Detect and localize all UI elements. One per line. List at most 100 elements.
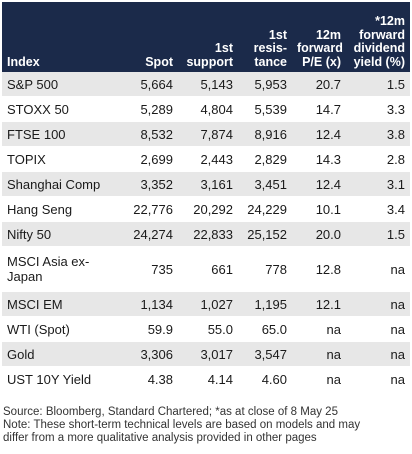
cell-spot: 5,664 bbox=[126, 72, 178, 97]
cell-index: Gold bbox=[2, 341, 126, 367]
cell-spot: 735 bbox=[126, 246, 178, 292]
cell-forward-pe: 12.4 bbox=[292, 121, 346, 147]
cell-first-support: 7,874 bbox=[178, 121, 238, 147]
cell-index: Shanghai Comp bbox=[2, 171, 126, 197]
cell-dividend-yield: 3.8 bbox=[346, 121, 410, 147]
cell-index: UST 10Y Yield bbox=[2, 366, 126, 392]
cell-spot: 3,306 bbox=[126, 341, 178, 367]
table-row: MSCI EM 1,134 1,027 1,195 12.1 na bbox=[2, 291, 410, 317]
header-row: Index Spot 1st support 1st resis- tance 12m … bbox=[2, 2, 410, 72]
cell-first-resistance: 778 bbox=[238, 246, 292, 292]
cell-dividend-yield: 2.8 bbox=[346, 146, 410, 172]
cell-spot: 24,274 bbox=[126, 221, 178, 247]
table-row: STOXX 50 5,289 4,804 5,539 14.7 3.3 bbox=[2, 96, 410, 122]
cell-forward-pe: 14.3 bbox=[292, 146, 346, 172]
cell-spot: 59.9 bbox=[126, 316, 178, 342]
column-header-dividend-yield: *12m forward dividend yield (%) bbox=[346, 2, 410, 72]
table-row: MSCI Asia ex-Japan 735 661 778 12.8 na bbox=[2, 246, 410, 292]
table-row: UST 10Y Yield 4.38 4.14 4.60 na na bbox=[2, 366, 410, 392]
cell-forward-pe: 10.1 bbox=[292, 196, 346, 222]
cell-first-support: 2,443 bbox=[178, 146, 238, 172]
cell-spot: 3,352 bbox=[126, 171, 178, 197]
cell-dividend-yield: na bbox=[346, 341, 410, 367]
table-row: TOPIX 2,699 2,443 2,829 14.3 2.8 bbox=[2, 146, 410, 172]
table-row: WTI (Spot) 59.9 55.0 65.0 na na bbox=[2, 316, 410, 342]
footnote: Source: Bloomberg, Standard Chartered; *… bbox=[3, 406, 409, 445]
cell-forward-pe: 20.7 bbox=[292, 72, 346, 97]
table-row: S&P 500 5,664 5,143 5,953 20.7 1.5 bbox=[2, 72, 410, 97]
cell-index: WTI (Spot) bbox=[2, 316, 126, 342]
cell-index: STOXX 50 bbox=[2, 96, 126, 122]
column-header-spot: Spot bbox=[126, 2, 178, 72]
column-header-label: *12m forward dividend yield (%) bbox=[353, 14, 405, 69]
column-header-index: Index bbox=[2, 2, 126, 72]
column-header-forward-pe: 12m forward P/E (x) bbox=[292, 2, 346, 72]
cell-first-support: 55.0 bbox=[178, 316, 238, 342]
cell-first-support: 4.14 bbox=[178, 366, 238, 392]
table-row: Gold 3,306 3,017 3,547 na na bbox=[2, 341, 410, 367]
cell-dividend-yield: 3.4 bbox=[346, 196, 410, 222]
cell-dividend-yield: na bbox=[346, 291, 410, 317]
table-row: Shanghai Comp 3,352 3,161 3,451 12.4 3.1 bbox=[2, 171, 410, 197]
column-header-label: 12m forward P/E (x) bbox=[297, 27, 343, 69]
cell-first-support: 661 bbox=[178, 246, 238, 292]
column-header-label: Spot bbox=[145, 54, 173, 69]
cell-spot: 8,532 bbox=[126, 121, 178, 147]
cell-first-resistance: 5,953 bbox=[238, 72, 292, 97]
cell-forward-pe: na bbox=[292, 316, 346, 342]
cell-first-resistance: 1,195 bbox=[238, 291, 292, 317]
cell-forward-pe: 12.1 bbox=[292, 291, 346, 317]
note-line-2: differ from a more qualitative analysis … bbox=[3, 432, 317, 444]
cell-first-support: 3,017 bbox=[178, 341, 238, 367]
cell-dividend-yield: 1.5 bbox=[346, 72, 410, 97]
cell-dividend-yield: 3.1 bbox=[346, 171, 410, 197]
cell-first-resistance: 3,451 bbox=[238, 171, 292, 197]
cell-forward-pe: 12.8 bbox=[292, 246, 346, 292]
column-header-first-support: 1st support bbox=[178, 2, 238, 72]
cell-first-support: 20,292 bbox=[178, 196, 238, 222]
cell-index: Hang Seng bbox=[2, 196, 126, 222]
cell-spot: 1,134 bbox=[126, 291, 178, 317]
source-line: Source: Bloomberg, Standard Chartered; *… bbox=[3, 406, 338, 418]
table-header: Index Spot 1st support 1st resis- tance 12m … bbox=[2, 2, 410, 72]
cell-first-support: 4,804 bbox=[178, 96, 238, 122]
cell-first-resistance: 3,547 bbox=[238, 341, 292, 367]
cell-forward-pe: 12.4 bbox=[292, 171, 346, 197]
cell-first-support: 1,027 bbox=[178, 291, 238, 317]
cell-first-support: 5,143 bbox=[178, 72, 238, 97]
cell-first-resistance: 25,152 bbox=[238, 221, 292, 247]
table-row: Hang Seng 22,776 20,292 24,229 10.1 3.4 bbox=[2, 196, 410, 222]
column-header-label: Index bbox=[7, 54, 40, 69]
cell-forward-pe: 20.0 bbox=[292, 221, 346, 247]
cell-first-resistance: 65.0 bbox=[238, 316, 292, 342]
index-levels-table: Index Spot 1st support 1st resis- tance 12m … bbox=[2, 2, 410, 392]
cell-dividend-yield: na bbox=[346, 366, 410, 392]
cell-dividend-yield: 1.5 bbox=[346, 221, 410, 247]
cell-spot: 2,699 bbox=[126, 146, 178, 172]
table-body: S&P 500 5,664 5,143 5,953 20.7 1.5 STOXX 50 5,2… bbox=[2, 72, 410, 392]
cell-spot: 4.38 bbox=[126, 366, 178, 392]
column-header-first-resistance: 1st resis- tance bbox=[238, 2, 292, 72]
cell-first-resistance: 24,229 bbox=[238, 196, 292, 222]
cell-first-support: 22,833 bbox=[178, 221, 238, 247]
cell-forward-pe: na bbox=[292, 341, 346, 367]
cell-index: S&P 500 bbox=[2, 72, 126, 97]
cell-spot: 22,776 bbox=[126, 196, 178, 222]
cell-first-support: 3,161 bbox=[178, 171, 238, 197]
cell-dividend-yield: na bbox=[346, 316, 410, 342]
cell-first-resistance: 5,539 bbox=[238, 96, 292, 122]
cell-dividend-yield: na bbox=[346, 246, 410, 292]
table-row: FTSE 100 8,532 7,874 8,916 12.4 3.8 bbox=[2, 121, 410, 147]
cell-forward-pe: 14.7 bbox=[292, 96, 346, 122]
cell-index: TOPIX bbox=[2, 146, 126, 172]
note-line-1: Note: These short-term technical levels … bbox=[3, 419, 361, 431]
cell-first-resistance: 2,829 bbox=[238, 146, 292, 172]
cell-index: FTSE 100 bbox=[2, 121, 126, 147]
cell-spot: 5,289 bbox=[126, 96, 178, 122]
cell-index: MSCI Asia ex-Japan bbox=[2, 246, 126, 292]
cell-dividend-yield: 3.3 bbox=[346, 96, 410, 122]
cell-first-resistance: 8,916 bbox=[238, 121, 292, 147]
cell-first-resistance: 4.60 bbox=[238, 366, 292, 392]
cell-forward-pe: na bbox=[292, 366, 346, 392]
